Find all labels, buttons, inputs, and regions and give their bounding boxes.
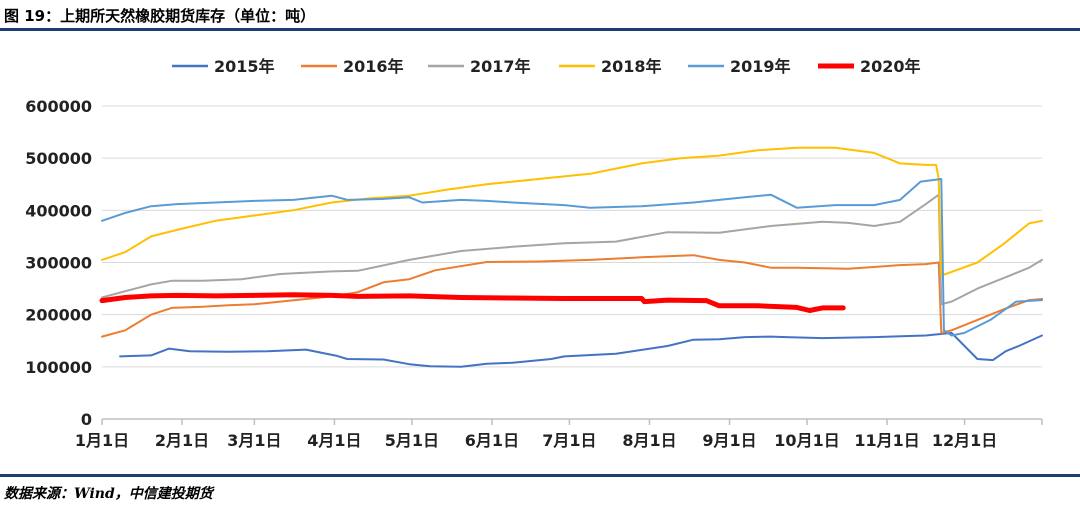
x-tick-label: 5月1日	[385, 431, 439, 450]
source-note: 数据来源：Wind，中信建投期货	[4, 486, 213, 502]
series-lines	[99, 146, 1043, 368]
series-line-2016年	[101, 254, 1043, 338]
legend-label: 2019年	[730, 57, 791, 76]
x-tick-label: 4月1日	[307, 431, 361, 450]
y-tick-label: 600000	[25, 97, 92, 116]
top-rule	[0, 28, 1080, 31]
figure-title: 图 19：上期所天然橡胶期货库存（单位：吨）	[4, 7, 316, 25]
series-line-2018年	[101, 146, 1043, 277]
series-line-2020年	[99, 292, 846, 313]
y-tick-label: 100000	[25, 358, 92, 377]
y-axis: 0 100000 200000 300000 400000 500000 600000	[25, 97, 92, 429]
x-tick-label: 9月1日	[702, 431, 756, 450]
x-tick-label: 8月1日	[622, 431, 676, 450]
legend: 2015年 2016年 2017年 2018年 2019年 2020年	[172, 57, 921, 76]
series-line-2015年	[119, 331, 1043, 368]
y-tick-label: 300000	[25, 254, 92, 273]
legend-label: 2020年	[860, 57, 921, 76]
y-tick-label: 400000	[25, 201, 92, 220]
y-tick-label: 200000	[25, 306, 92, 325]
x-tick-label: 6月1日	[465, 431, 519, 450]
bottom-rule	[0, 474, 1080, 477]
series-line-2019年	[101, 178, 1043, 337]
x-tick-label: 10月1日	[774, 431, 839, 450]
y-tick-label: 0	[81, 410, 92, 429]
series-line-2017年	[101, 193, 1043, 306]
y-tick-label: 500000	[25, 149, 92, 168]
x-tick-label: 11月1日	[854, 431, 919, 450]
title-bar: 图 19：上期所天然橡胶期货库存（单位：吨）	[0, 0, 1080, 30]
x-tick-label: 1月1日	[75, 431, 129, 450]
x-axis: 1月1日 2月1日 3月1日 4月1日 5月1日 6月1日 7月1日 8月1日 9月1日 10月1…	[75, 418, 1043, 450]
x-tick-label: 12月1日	[932, 431, 997, 450]
legend-label: 2015年	[214, 57, 275, 76]
legend-label: 2017年	[470, 57, 531, 76]
legend-label: 2016年	[343, 57, 404, 76]
x-tick-label: 2月1日	[155, 431, 209, 450]
inventory-line-chart: 2015年 2016年 2017年 2018年 2019年 2020年 0 100000 20…	[25, 57, 1043, 450]
x-tick-label: 7月1日	[542, 431, 596, 450]
x-tick-label: 3月1日	[227, 431, 281, 450]
legend-label: 2018年	[601, 57, 662, 76]
gridlines	[102, 105, 1042, 368]
